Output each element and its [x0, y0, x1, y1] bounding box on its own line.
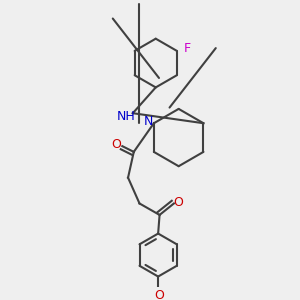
- Text: O: O: [111, 138, 121, 151]
- Text: F: F: [184, 41, 191, 55]
- Text: N: N: [144, 115, 153, 128]
- Text: O: O: [154, 289, 164, 300]
- Text: NH: NH: [116, 110, 135, 123]
- Text: O: O: [173, 196, 183, 209]
